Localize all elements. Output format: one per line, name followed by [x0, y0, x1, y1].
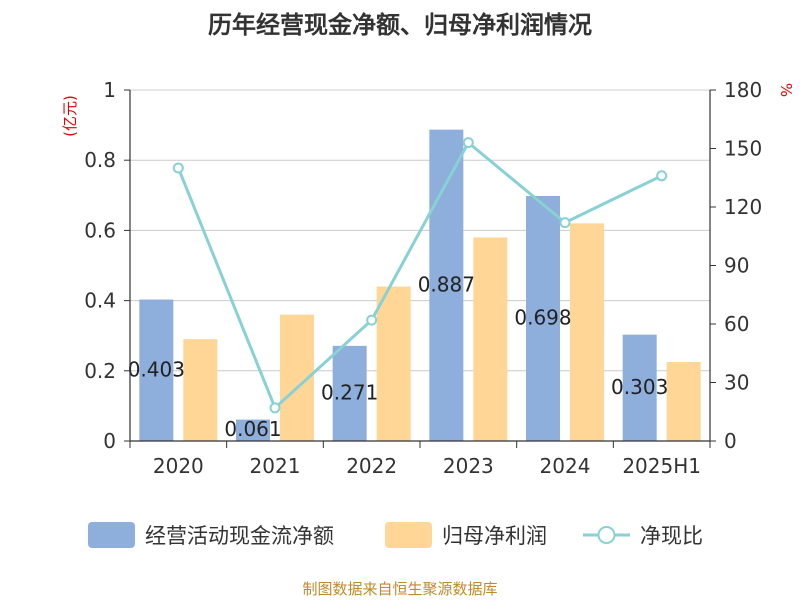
x-tick-label: 2025H1 [622, 454, 701, 478]
bar-profit [473, 237, 508, 441]
right-axis-unit: % [777, 83, 795, 97]
left-axis-unit: (亿元) [61, 95, 79, 137]
right-tick-label: 90 [724, 254, 749, 278]
legend-marker [597, 526, 616, 544]
legend-label: 归母净利润 [442, 524, 547, 548]
ratio-point [269, 402, 281, 414]
source-note: 制图数据来自恒生聚源数据库 [302, 580, 497, 598]
bar-profit [376, 286, 411, 441]
right-tick-label: 150 [724, 137, 762, 161]
right-tick-label: 60 [724, 312, 749, 336]
bar-profit [570, 223, 604, 441]
bar-cashflow [622, 334, 657, 441]
left-tick-label: 0.4 [84, 289, 116, 313]
x-tick-label: 2022 [346, 454, 397, 478]
x-tick-label: 2021 [250, 454, 301, 478]
bar-data-label: 0.061 [224, 417, 281, 441]
chart-title: 历年经营现金净额、归母净利润情况 [208, 11, 592, 39]
bar-cashflow [139, 299, 174, 441]
legend-swatch [88, 522, 135, 548]
legend: 经营活动现金流净额 归母净利润 净现比 [88, 522, 703, 548]
bar-cashflow [526, 196, 560, 441]
x-tick-label: 2023 [443, 454, 494, 478]
data-labels: 0.403 0.061 0.271 0.887 0.698 0.303 [128, 272, 669, 441]
right-tick-label: 30 [724, 371, 749, 395]
ratio-point [656, 170, 668, 182]
bar-data-label: 0.303 [611, 375, 668, 399]
ratio-point [559, 217, 571, 229]
left-tick-label: 0 [103, 429, 116, 453]
legend-swatch [385, 522, 432, 548]
left-tick-label: 1 [103, 78, 116, 102]
left-tick-label: 0.2 [84, 359, 116, 383]
bar-profit [666, 362, 701, 441]
ratio-point [172, 162, 184, 174]
bar-data-label: 0.271 [321, 380, 378, 404]
right-tick-label: 120 [724, 195, 762, 219]
left-tick-label: 0.6 [84, 218, 116, 242]
ratio-line [172, 137, 668, 414]
x-tick-label: 2020 [153, 454, 204, 478]
bar-data-label: 0.698 [514, 306, 571, 330]
right-tick-label: 180 [724, 78, 762, 102]
legend-label: 经营活动现金流净额 [145, 524, 334, 548]
right-tick-label: 0 [724, 429, 737, 453]
bar-cashflow [332, 345, 367, 441]
bar-data-label: 0.403 [128, 357, 185, 381]
left-tick-label: 0.8 [84, 148, 116, 172]
ratio-point [366, 314, 378, 326]
ratio-point [462, 137, 474, 149]
bar-profit [183, 339, 218, 441]
axes: 0 0.2 0.4 0.6 0.8 1 0 30 60 90 120 150 180 2020 2021 20… [84, 78, 762, 478]
bar-cashflow [236, 419, 270, 441]
bar-data-label: 0.887 [418, 272, 475, 296]
legend-label: 净现比 [640, 524, 703, 548]
ratio-polyline [176, 140, 663, 411]
x-tick-label: 2024 [540, 454, 591, 478]
